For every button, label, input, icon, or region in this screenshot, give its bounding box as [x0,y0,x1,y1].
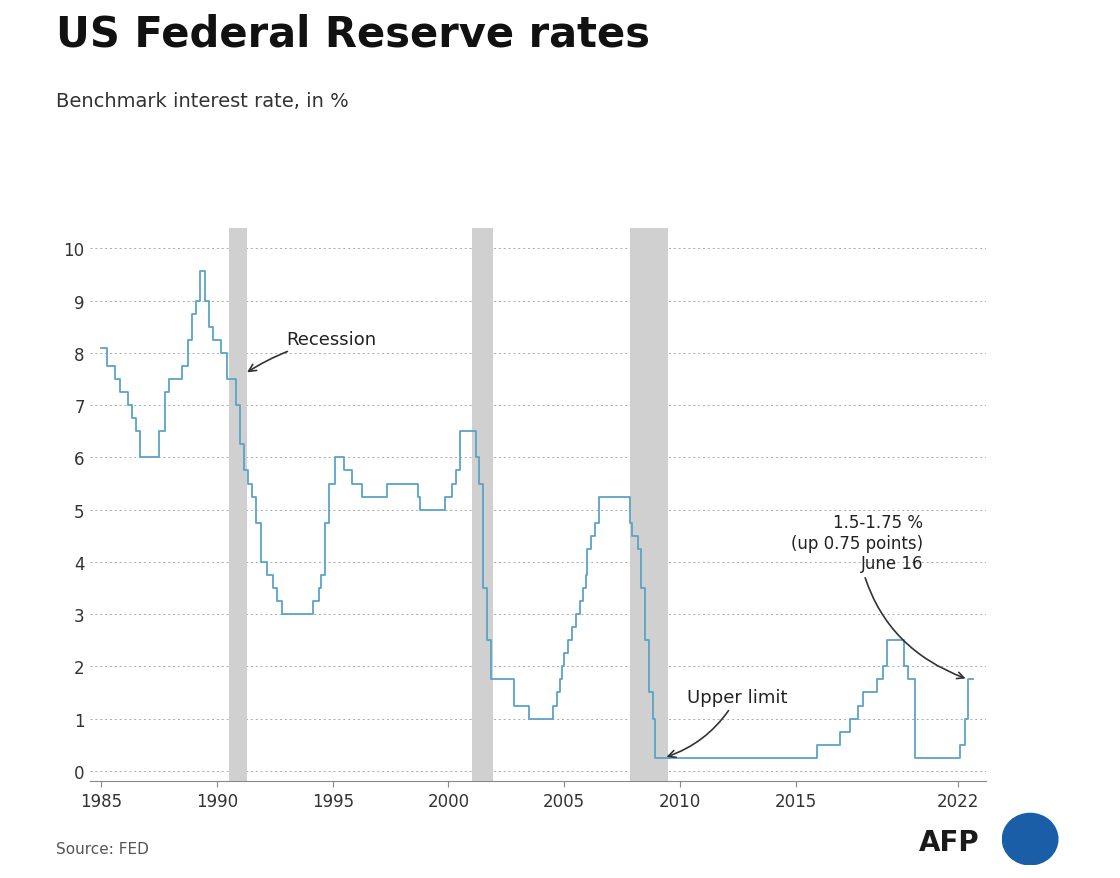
Bar [472,228,493,781]
Text: 1.5-1.75 %
(up 0.75 points)
June 16: 1.5-1.75 % (up 0.75 points) June 16 [791,513,964,679]
Text: Benchmark interest rate, in %: Benchmark interest rate, in % [56,92,348,112]
Text: AFP: AFP [918,828,979,856]
Text: Source: FED: Source: FED [56,841,149,856]
Circle shape [1002,813,1057,865]
Text: US Federal Reserve rates: US Federal Reserve rates [56,13,650,55]
Text: Upper limit: Upper limit [669,687,787,758]
Text: Recession: Recession [249,330,376,372]
Bar [629,228,669,781]
Bar [228,228,248,781]
